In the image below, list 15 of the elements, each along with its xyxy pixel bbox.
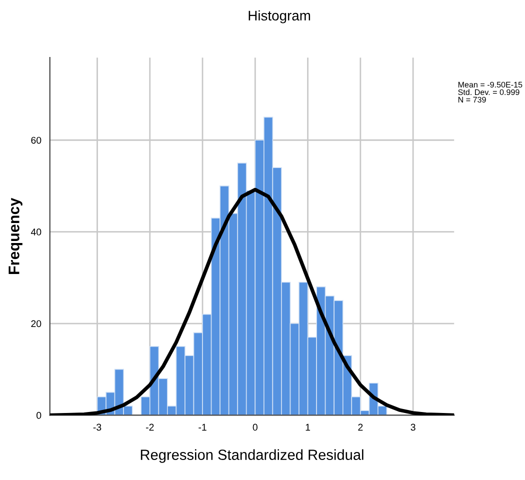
y-tick-label: 0	[36, 412, 42, 419]
x-tick-label: -2	[146, 424, 154, 431]
chart-title: Histogram	[248, 10, 310, 24]
x-tick-label: 2	[358, 424, 363, 431]
x-axis-title: Regression Standardized Residual	[140, 449, 364, 463]
y-axis-title: Frequency	[8, 198, 22, 274]
y-tick-label: 20	[31, 320, 42, 328]
x-tick-label: 0	[252, 424, 258, 431]
x-tick-label: -1	[198, 424, 206, 431]
x-tick-label: -3	[93, 424, 102, 431]
x-tick-label: 3	[410, 424, 416, 431]
y-tick-label: 40	[30, 228, 42, 236]
x-tick-label: 1	[306, 424, 310, 431]
y-tick-label: 60	[31, 136, 42, 144]
text: Mean = -9.50E-15 Std. Dev. = 0.999 N = 739	[458, 82, 522, 103]
